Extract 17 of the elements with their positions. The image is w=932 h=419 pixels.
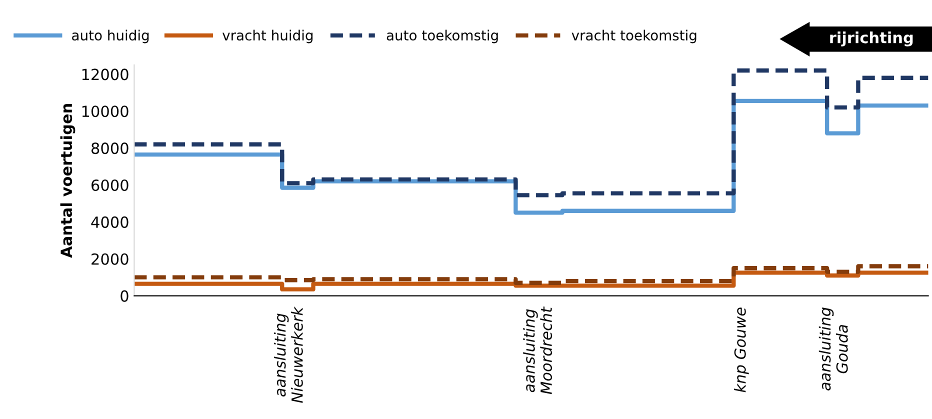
x-tick-label: aansluiting Nieuwerkerk xyxy=(274,306,303,403)
y-tick-label: 0 xyxy=(120,290,128,302)
x-tick-label: aansluiting Gouda xyxy=(818,308,848,390)
legend-label: vracht toekomstig xyxy=(572,30,696,44)
legend-label: auto toekomstig xyxy=(386,30,498,44)
x-tick-label: aansluiting Moordrecht xyxy=(523,306,552,394)
y-axis-title: Aantal voertuigen xyxy=(60,104,76,258)
y-tick-label: 12000 xyxy=(82,68,128,80)
legend-label: auto huidig xyxy=(72,30,149,44)
x-tick-label: knp Gouwe xyxy=(734,308,749,392)
text: rijrichting xyxy=(830,32,913,46)
legend-label: vracht huidig xyxy=(222,30,313,44)
y-tick-label: 4000 xyxy=(91,216,128,228)
y-tick-label: 6000 xyxy=(92,179,128,192)
y-tick-label: 8000 xyxy=(92,142,128,154)
y-tick-label: 2000 xyxy=(92,253,128,265)
y-tick-label: 10000 xyxy=(82,106,128,118)
